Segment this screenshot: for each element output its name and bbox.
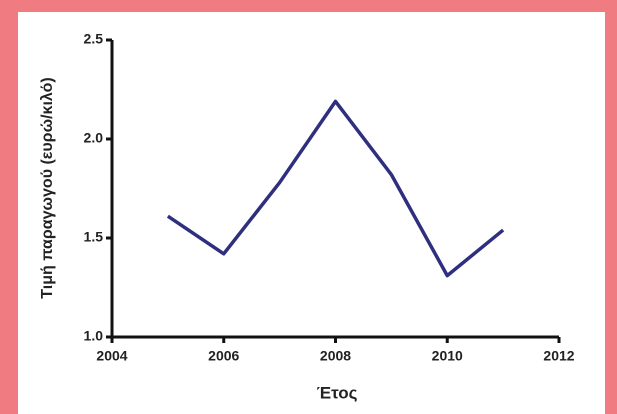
plot-background — [18, 12, 605, 414]
y-axis-title: Τιμή παραγωγού (ευρώ/κιλό) — [39, 77, 56, 298]
x-tick-label: 2010 — [432, 348, 463, 364]
x-tick-label: 2006 — [208, 348, 239, 364]
y-tick-label: 1.0 — [84, 328, 104, 344]
y-tick-label: 2.5 — [84, 31, 104, 47]
y-tick-label: 1.5 — [84, 229, 104, 245]
x-tick-label: 2004 — [96, 348, 127, 364]
x-tick-label: 2012 — [543, 348, 574, 364]
x-tick-label: 2008 — [320, 348, 351, 364]
x-axis-title: Έτος — [317, 383, 358, 402]
data-line — [166, 99, 505, 278]
y-tick-label: 2.0 — [84, 130, 104, 146]
